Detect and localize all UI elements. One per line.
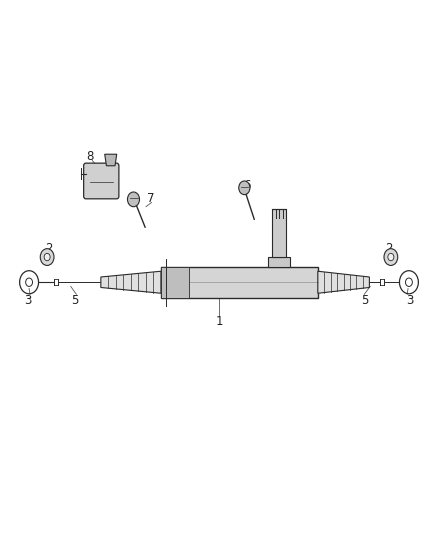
Text: 1: 1 — [215, 315, 223, 328]
Circle shape — [40, 249, 54, 265]
Text: 2: 2 — [385, 241, 392, 255]
FancyBboxPatch shape — [84, 163, 119, 199]
Text: 2: 2 — [46, 241, 53, 255]
Polygon shape — [105, 154, 117, 166]
Circle shape — [44, 253, 50, 261]
Text: 5: 5 — [71, 294, 79, 307]
Circle shape — [239, 181, 250, 195]
Polygon shape — [318, 271, 369, 293]
Circle shape — [127, 192, 140, 207]
Circle shape — [384, 249, 398, 265]
Text: 3: 3 — [406, 294, 414, 307]
FancyBboxPatch shape — [272, 209, 286, 257]
FancyBboxPatch shape — [268, 257, 290, 266]
Text: 7: 7 — [146, 192, 154, 205]
Circle shape — [388, 253, 394, 261]
FancyBboxPatch shape — [161, 266, 189, 298]
FancyBboxPatch shape — [161, 266, 318, 298]
Text: 8: 8 — [86, 150, 94, 163]
Text: 5: 5 — [361, 294, 369, 307]
Text: 3: 3 — [24, 294, 32, 307]
Polygon shape — [101, 271, 161, 293]
Text: 6: 6 — [243, 179, 251, 192]
